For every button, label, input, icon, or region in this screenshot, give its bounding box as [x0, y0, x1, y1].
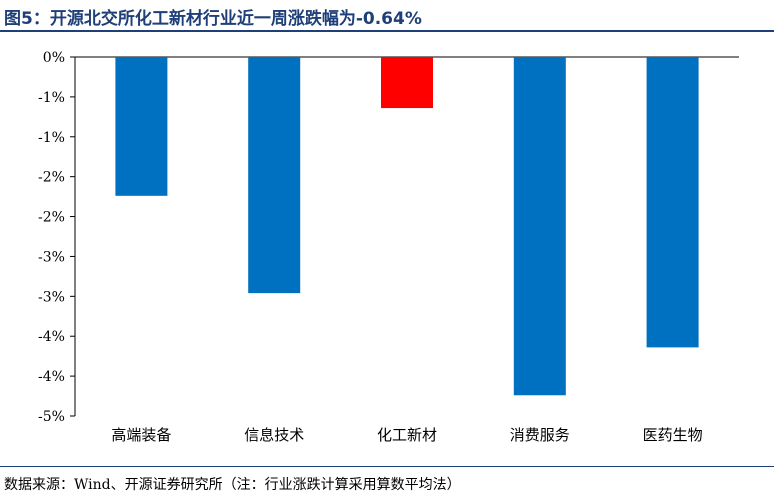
y-tick-label: -4%: [38, 369, 65, 385]
bar: [646, 57, 699, 348]
y-tick-label: -2%: [38, 210, 65, 226]
bar-chart: 0% -1% -1% -2% -2% -3% -3% -4% -4% -5% 高端装备 信息技术 化工…: [38, 50, 739, 444]
y-tick-label: -3%: [38, 249, 65, 265]
y-tick-label: -2%: [38, 170, 65, 186]
y-tick-label: -5%: [38, 409, 65, 425]
x-category-label: 消费服务: [510, 426, 570, 444]
x-category-label: 医药生物: [643, 426, 703, 444]
y-tick-label: -1%: [38, 90, 65, 106]
x-axis-labels: 高端装备 信息技术 化工新材 消费服务 医药生物: [111, 426, 702, 444]
y-axis: 0% -1% -1% -2% -2% -3% -3% -4% -4% -5%: [38, 50, 739, 425]
bar: [513, 57, 566, 396]
title-bar: 图5：开源北交所化工新材行业近一周涨跌幅为-0.64%: [0, 0, 774, 30]
x-category-label: 化工新材: [377, 426, 437, 444]
y-tick-label: -3%: [38, 289, 65, 305]
title-rule: [0, 30, 774, 32]
y-tick-label: -1%: [38, 130, 65, 146]
y-tick-label: 0%: [43, 50, 65, 66]
source-rule: [0, 466, 774, 467]
y-tick-label: -4%: [38, 329, 65, 345]
figure-title: 图5：开源北交所化工新材行业近一周涨跌幅为-0.64%: [4, 9, 422, 29]
bars: [115, 57, 699, 396]
bar: [115, 57, 168, 196]
source-note: 数据来源：Wind、开源证券研究所（注：行业涨跌计算采用算数平均法）: [4, 477, 461, 493]
x-category-label: 信息技术: [244, 426, 304, 444]
x-category-label: 高端装备: [111, 426, 171, 444]
bar: [381, 57, 433, 109]
bar: [248, 57, 301, 294]
